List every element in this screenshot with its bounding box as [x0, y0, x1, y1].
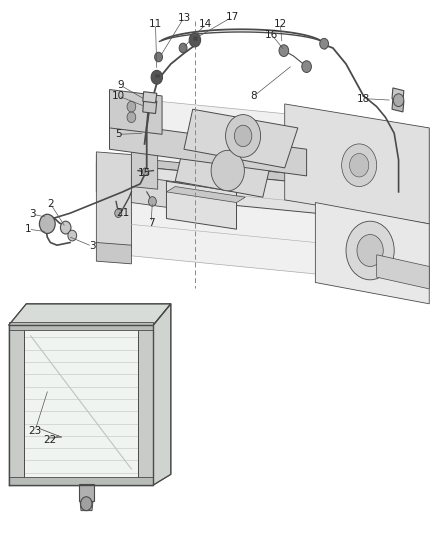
Polygon shape — [131, 176, 210, 213]
Polygon shape — [193, 36, 197, 40]
Text: 14: 14 — [199, 19, 212, 29]
Circle shape — [350, 154, 369, 177]
Text: 10: 10 — [112, 91, 125, 101]
Polygon shape — [131, 99, 429, 285]
Circle shape — [39, 214, 55, 233]
Circle shape — [302, 61, 311, 72]
Polygon shape — [166, 181, 237, 229]
Polygon shape — [315, 203, 429, 304]
Polygon shape — [9, 325, 153, 485]
Polygon shape — [392, 88, 404, 101]
Text: 5: 5 — [115, 130, 122, 139]
Polygon shape — [377, 255, 429, 289]
Circle shape — [279, 45, 289, 56]
Polygon shape — [392, 99, 404, 112]
Circle shape — [81, 497, 92, 511]
Polygon shape — [9, 322, 153, 330]
Circle shape — [234, 125, 252, 147]
Circle shape — [211, 150, 244, 191]
Circle shape — [342, 144, 377, 187]
Polygon shape — [79, 484, 94, 501]
Circle shape — [115, 209, 122, 217]
Polygon shape — [285, 104, 429, 224]
Text: 22: 22 — [44, 435, 57, 445]
Text: 17: 17 — [226, 12, 239, 22]
Circle shape — [155, 52, 162, 62]
Text: 7: 7 — [148, 218, 155, 228]
Circle shape — [346, 221, 394, 280]
Circle shape — [148, 197, 156, 206]
Polygon shape — [166, 187, 245, 203]
Text: 9: 9 — [117, 80, 124, 90]
Circle shape — [127, 101, 136, 112]
Circle shape — [142, 168, 148, 175]
Polygon shape — [138, 325, 153, 485]
Polygon shape — [131, 149, 158, 189]
Circle shape — [127, 112, 136, 123]
Polygon shape — [143, 92, 157, 103]
Text: 16: 16 — [265, 30, 278, 39]
Polygon shape — [96, 243, 131, 264]
Polygon shape — [175, 144, 272, 197]
Polygon shape — [9, 304, 171, 325]
Polygon shape — [9, 477, 153, 485]
Polygon shape — [110, 123, 307, 176]
Polygon shape — [96, 163, 425, 224]
Polygon shape — [143, 100, 157, 114]
Text: 11: 11 — [149, 19, 162, 29]
Polygon shape — [80, 502, 93, 511]
Text: 18: 18 — [357, 94, 370, 103]
Circle shape — [179, 43, 187, 53]
Polygon shape — [184, 109, 298, 168]
Circle shape — [68, 230, 77, 241]
Circle shape — [189, 33, 201, 47]
Circle shape — [151, 70, 162, 84]
Polygon shape — [110, 90, 162, 134]
Text: 15: 15 — [138, 168, 151, 178]
Text: 23: 23 — [28, 426, 42, 435]
Text: 21: 21 — [116, 208, 129, 218]
Circle shape — [393, 94, 404, 107]
Polygon shape — [96, 152, 131, 248]
Text: 3: 3 — [88, 241, 95, 251]
Text: 3: 3 — [29, 209, 36, 219]
Text: 8: 8 — [251, 91, 258, 101]
Circle shape — [226, 115, 261, 157]
Circle shape — [357, 235, 383, 266]
Text: 2: 2 — [47, 199, 54, 208]
Polygon shape — [155, 74, 159, 77]
Polygon shape — [96, 155, 425, 195]
Polygon shape — [153, 304, 171, 485]
Polygon shape — [9, 325, 24, 485]
Text: 13: 13 — [177, 13, 191, 22]
Text: 1: 1 — [25, 224, 32, 234]
Circle shape — [60, 221, 71, 234]
Text: 12: 12 — [274, 19, 287, 29]
Circle shape — [320, 38, 328, 49]
